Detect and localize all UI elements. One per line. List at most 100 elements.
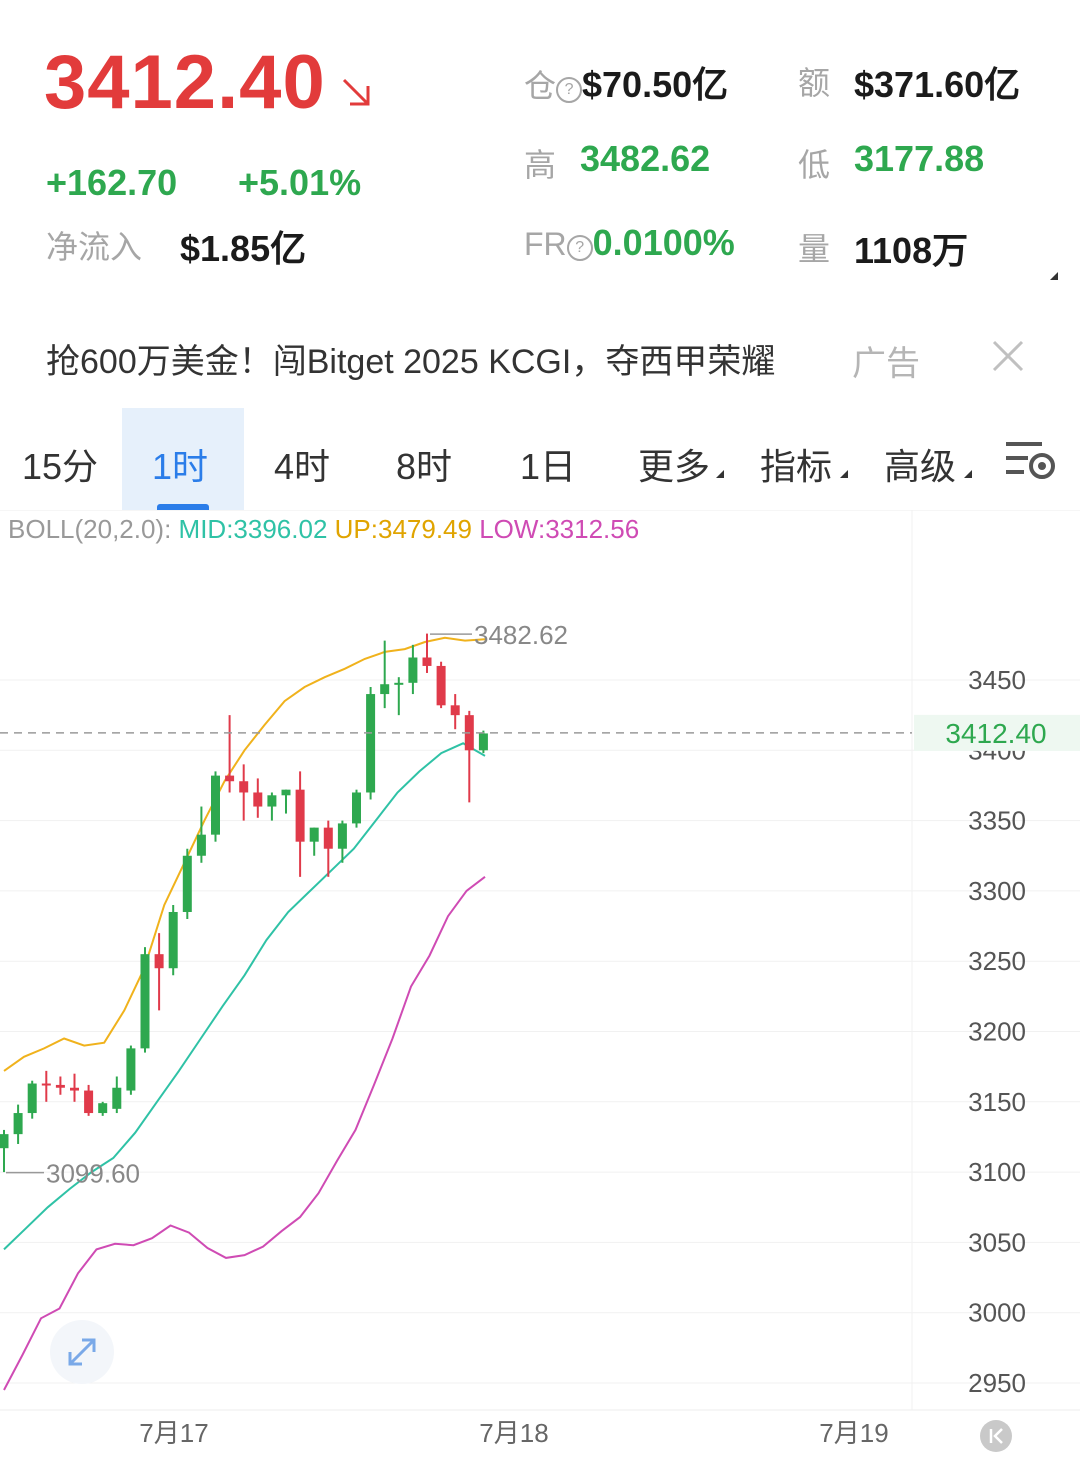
candle-body: [70, 1087, 79, 1091]
candle-body: [168, 911, 178, 969]
boll-mid: MID:3396.02: [178, 514, 328, 544]
boll-low: LOW:3312.56: [479, 514, 640, 544]
tab-active-indicator: [157, 504, 209, 510]
candle-body: [98, 1103, 108, 1114]
y-tick-label: 3450: [968, 665, 1026, 695]
y-tick-label: 3350: [968, 806, 1026, 836]
y-tick-label: 3250: [968, 946, 1026, 976]
y-tick-label: 3200: [968, 1017, 1026, 1047]
tab-8h[interactable]: 8时: [396, 446, 453, 487]
price-chart[interactable]: 3450340033503300325032003150310030503000…: [0, 510, 1080, 1460]
open-interest-label: 仓: [524, 68, 557, 104]
volume-label: 量: [798, 231, 831, 267]
candle-body: [295, 789, 305, 842]
boll-lower-line: [3, 876, 486, 1391]
candle-body: [154, 954, 164, 969]
candle-body: [337, 823, 347, 849]
x-tick-label: 7月18: [479, 1418, 548, 1448]
current-price-tag-bg: [914, 714, 1080, 751]
y-tick-label: 2950: [968, 1368, 1026, 1398]
current-price-tag: 3412.40: [945, 718, 1046, 749]
open-interest-value: $70.50亿: [582, 64, 729, 105]
x-tick-label: 7月17: [139, 1418, 208, 1448]
tab-active-background: [122, 408, 244, 510]
tab-15m[interactable]: 15分: [22, 446, 99, 487]
boll-middle-line: [3, 742, 486, 1251]
y-tick-label: 3100: [968, 1157, 1026, 1187]
tab-indicators[interactable]: 指标: [760, 446, 833, 487]
candle-body: [239, 781, 249, 793]
y-tick-label: 3050: [968, 1227, 1026, 1257]
candle-body: [394, 682, 404, 685]
candle-body: [450, 705, 460, 716]
candle-body: [27, 1083, 37, 1114]
close-icon[interactable]: [988, 336, 1028, 376]
candle-body: [267, 795, 277, 807]
expand-corner-icon[interactable]: [1050, 272, 1058, 280]
candle-body: [126, 1048, 136, 1091]
y-tick-label: 3150: [968, 1087, 1026, 1117]
funding-rate-value: 0.0100%: [592, 222, 735, 263]
x-tick-label: 7月19: [819, 1418, 888, 1448]
dropdown-icon: [716, 470, 724, 478]
max-price-label: 3482.62: [474, 620, 568, 650]
candle-body: [281, 789, 291, 796]
price-change: +162.70: [46, 162, 178, 203]
candle-body: [352, 792, 361, 824]
dropdown-icon: [840, 470, 848, 478]
y-tick-label: 3300: [968, 876, 1026, 906]
last-price: 3412.40: [44, 40, 326, 125]
candle-body: [112, 1087, 122, 1109]
boll-upper-line: [3, 636, 486, 1072]
expand-icon: [68, 1338, 96, 1366]
volume-value: 1108万: [854, 230, 969, 271]
low-label: 低: [798, 147, 831, 183]
back-to-latest-icon: [989, 1428, 1003, 1444]
help-icon[interactable]: ?: [566, 235, 593, 261]
high-label: 高: [524, 147, 557, 183]
candle-body: [13, 1113, 23, 1135]
funding-rate[interactable]: FR? 0.0100%: [524, 222, 735, 264]
turnover-label: 额: [798, 65, 831, 101]
candle-body: [478, 733, 488, 751]
y-tick-label: 3000: [968, 1298, 1026, 1328]
net-inflow-value: $1.85亿: [180, 228, 307, 269]
candle-body: [422, 657, 432, 666]
candle-body: [436, 665, 446, 706]
low-value: 3177.88: [854, 138, 985, 179]
turnover-value: $371.60亿: [854, 64, 1021, 105]
tab-1h[interactable]: 1时: [152, 446, 209, 487]
boll-name: BOLL(20,2.0):: [8, 514, 172, 544]
candle-body: [366, 694, 376, 793]
price-change-percent: +5.01%: [238, 162, 362, 203]
candle-body: [380, 684, 390, 695]
help-icon[interactable]: ?: [556, 77, 583, 103]
tab-advanced[interactable]: 高级: [884, 446, 957, 487]
boll-indicator-legend: BOLL(20,2.0): MID:3396.02 UP:3479.49 LOW…: [8, 514, 639, 545]
boll-up: UP:3479.49: [334, 514, 472, 544]
candle-body: [84, 1090, 94, 1114]
chart-settings-icon[interactable]: [1004, 438, 1056, 484]
down-arrow-icon: [342, 78, 370, 106]
candle-body: [225, 775, 235, 782]
tab-more[interactable]: 更多: [638, 446, 711, 487]
candle-body: [211, 775, 220, 835]
dropdown-icon: [964, 470, 972, 478]
high-value: 3482.62: [580, 138, 711, 179]
funding-rate-label: FR: [524, 226, 567, 262]
min-price-label: 3099.60: [46, 1159, 140, 1189]
candle-body: [0, 1134, 9, 1149]
candle-body: [309, 827, 319, 842]
ad-banner-text[interactable]: 抢600万美金！闯Bitget 2025 KCGI，夺西甲荣耀: [46, 343, 776, 381]
ad-tag: 广告: [852, 345, 920, 383]
fullscreen-button[interactable]: [50, 1320, 114, 1384]
candle-body: [182, 855, 192, 912]
tab-1d[interactable]: 1日: [520, 446, 577, 487]
open-interest[interactable]: 仓? $70.50亿: [524, 56, 728, 108]
scroll-to-latest-button[interactable]: [980, 1420, 1012, 1452]
candle-body: [323, 827, 333, 849]
candle-body: [140, 954, 150, 1049]
net-inflow-label: 净流入: [46, 229, 143, 265]
tab-4h[interactable]: 4时: [274, 446, 331, 487]
candle-body: [253, 792, 263, 807]
